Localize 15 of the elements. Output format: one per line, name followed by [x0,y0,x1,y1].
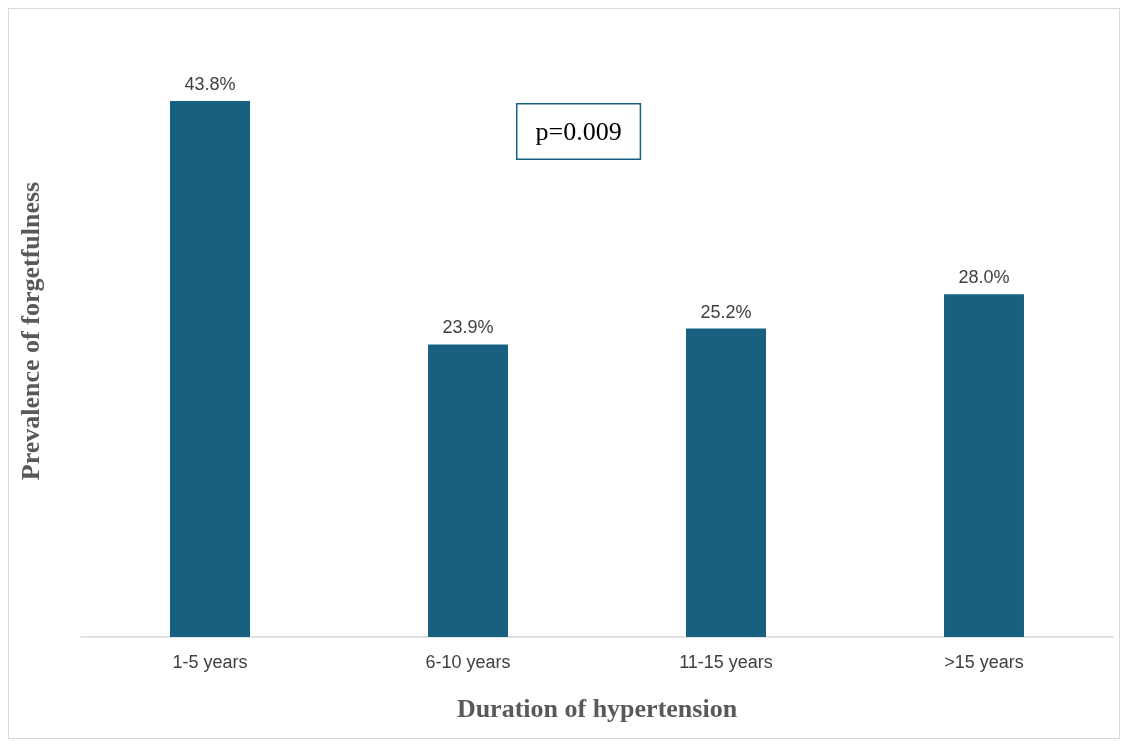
x-tick-label: 1-5 years [172,652,248,672]
data-label: 25.2% [700,301,752,322]
bar [428,344,508,637]
bar [686,328,766,637]
x-tick-label: 11-15 years [679,652,773,672]
x-axis-title: Duration of hypertension [456,693,738,723]
data-label: 28.0% [958,267,1010,288]
bar [170,100,250,637]
data-label: 43.8% [184,73,236,94]
bar [944,294,1024,637]
x-tick-label: 6-10 years [425,652,511,672]
annotation: p=0.009 [535,117,622,146]
x-tick-label: >15 years [944,652,1024,672]
data-label: 23.9% [442,317,494,338]
y-axis-title: Prevalence of forgetfulness [15,181,45,481]
